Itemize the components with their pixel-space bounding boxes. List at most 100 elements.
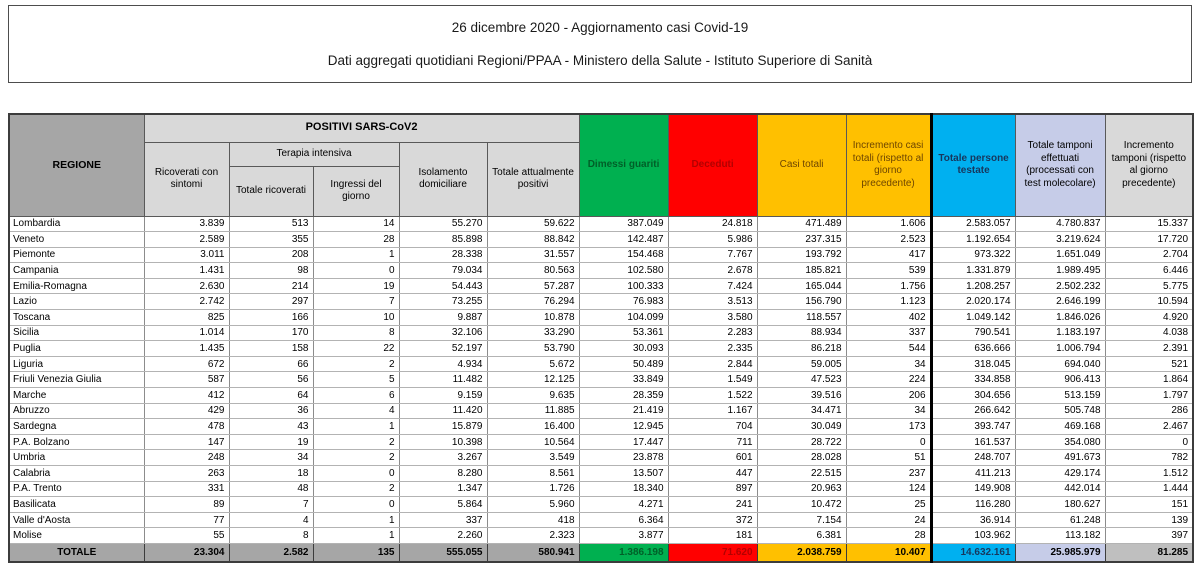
cell-deceduti: 24.818 bbox=[667, 215, 758, 233]
cell-isolamento_domiciliare: 28.338 bbox=[398, 246, 488, 264]
cell-dimessi_guariti: 12.945 bbox=[578, 418, 669, 435]
cell-totale_attualmente_positivi: 418 bbox=[486, 511, 580, 529]
cell-terapia_totale_ricoverati: 214 bbox=[228, 277, 314, 295]
cell-totale_attualmente_positivi: 9.635 bbox=[486, 387, 580, 404]
cell-terapia_ingressi_giorno: 7 bbox=[312, 293, 400, 311]
cell-regione: Campania bbox=[8, 262, 145, 279]
cell-casi_totali: 28.028 bbox=[756, 449, 847, 466]
cell-terapia_ingressi_giorno: 8 bbox=[312, 324, 400, 342]
cell-incremento_casi_totali: 539 bbox=[845, 262, 932, 279]
cell-dimessi_guariti: 76.983 bbox=[578, 293, 669, 311]
cell-deceduti: 5.986 bbox=[667, 231, 758, 248]
total-dimessi_guariti: 1.386.198 bbox=[578, 542, 669, 563]
cell-deceduti: 2.283 bbox=[667, 324, 758, 342]
cell-totale_tamponi: 113.182 bbox=[1014, 527, 1106, 544]
cell-incremento_casi_totali: 28 bbox=[845, 527, 932, 544]
cell-ricoverati_con_sintomi: 3.011 bbox=[143, 246, 230, 264]
cell-deceduti: 3.513 bbox=[667, 293, 758, 311]
cell-regione: Lazio bbox=[8, 293, 145, 311]
cell-terapia_totale_ricoverati: 208 bbox=[228, 246, 314, 264]
cell-casi_totali: 47.523 bbox=[756, 371, 847, 389]
cell-regione: Umbria bbox=[8, 449, 145, 466]
cell-isolamento_domiciliare: 9.887 bbox=[398, 309, 488, 326]
cell-totale_tamponi: 354.080 bbox=[1014, 433, 1106, 451]
cell-totale_attualmente_positivi: 88.842 bbox=[486, 231, 580, 248]
cell-incremento_tamponi: 1.797 bbox=[1104, 387, 1194, 404]
cell-totale_tamponi: 469.168 bbox=[1014, 418, 1106, 435]
table-footer: TOTALE 23.304 2.582 135 555.055 580.941 1.386.… bbox=[8, 542, 1194, 563]
cell-totale_attualmente_positivi: 1.726 bbox=[486, 480, 580, 498]
cell-terapia_totale_ricoverati: 166 bbox=[228, 309, 314, 326]
cell-totale_persone_testate: 393.747 bbox=[929, 418, 1016, 435]
cell-casi_totali: 20.963 bbox=[756, 480, 847, 498]
cell-totale_tamponi: 906.413 bbox=[1014, 371, 1106, 389]
cell-terapia_totale_ricoverati: 8 bbox=[228, 527, 314, 544]
cell-terapia_totale_ricoverati: 19 bbox=[228, 433, 314, 451]
cell-dimessi_guariti: 53.361 bbox=[578, 324, 669, 342]
table-header: REGIONE POSITIVI SARS-CoV2 Dimessi guari… bbox=[8, 113, 1194, 217]
cell-ricoverati_con_sintomi: 77 bbox=[143, 511, 230, 529]
cell-incremento_casi_totali: 24 bbox=[845, 511, 932, 529]
cell-casi_totali: 34.471 bbox=[756, 402, 847, 420]
cell-totale_attualmente_positivi: 76.294 bbox=[486, 293, 580, 311]
cell-ricoverati_con_sintomi: 1.431 bbox=[143, 262, 230, 279]
cell-isolamento_domiciliare: 15.879 bbox=[398, 418, 488, 435]
cell-incremento_tamponi: 1.444 bbox=[1104, 480, 1194, 498]
col-header-incremento-casi: Incremento casi totali (rispetto al gior… bbox=[845, 113, 932, 217]
cell-incremento_tamponi: 521 bbox=[1104, 355, 1194, 373]
cell-incremento_casi_totali: 124 bbox=[845, 480, 932, 498]
cell-deceduti: 711 bbox=[667, 433, 758, 451]
cell-casi_totali: 7.154 bbox=[756, 511, 847, 529]
cell-deceduti: 2.678 bbox=[667, 262, 758, 279]
total-casi_totali: 2.038.759 bbox=[756, 542, 847, 563]
cell-isolamento_domiciliare: 32.106 bbox=[398, 324, 488, 342]
cell-totale_persone_testate: 973.322 bbox=[929, 246, 1016, 264]
cell-totale_persone_testate: 266.642 bbox=[929, 402, 1016, 420]
col-header-deceduti: Deceduti bbox=[667, 113, 758, 217]
col-header-totale-positivi: Totale attualmente positivi bbox=[486, 141, 580, 217]
cell-deceduti: 3.580 bbox=[667, 309, 758, 326]
cell-regione: Toscana bbox=[8, 309, 145, 326]
cell-ricoverati_con_sintomi: 825 bbox=[143, 309, 230, 326]
cell-totale_persone_testate: 411.213 bbox=[929, 465, 1016, 482]
cell-isolamento_domiciliare: 55.270 bbox=[398, 215, 488, 233]
cell-ricoverati_con_sintomi: 1.435 bbox=[143, 340, 230, 357]
cell-totale_persone_testate: 161.537 bbox=[929, 433, 1016, 451]
cell-ricoverati_con_sintomi: 412 bbox=[143, 387, 230, 404]
cell-terapia_ingressi_giorno: 1 bbox=[312, 511, 400, 529]
cell-incremento_casi_totali: 1.756 bbox=[845, 277, 932, 295]
cell-incremento_casi_totali: 1.606 bbox=[845, 215, 932, 233]
cell-totale_tamponi: 442.014 bbox=[1014, 480, 1106, 498]
cell-incremento_casi_totali: 224 bbox=[845, 371, 932, 389]
cell-incremento_casi_totali: 337 bbox=[845, 324, 932, 342]
table-row: Valle d'Aosta 77 4 1 337 418 6.364 372 7.154 24 36… bbox=[8, 511, 1194, 529]
cell-deceduti: 1.522 bbox=[667, 387, 758, 404]
cell-terapia_totale_ricoverati: 66 bbox=[228, 355, 314, 373]
cell-casi_totali: 237.315 bbox=[756, 231, 847, 248]
cell-deceduti: 2.335 bbox=[667, 340, 758, 357]
total-terapia_ingressi_giorno: 135 bbox=[312, 542, 400, 563]
cell-isolamento_domiciliare: 52.197 bbox=[398, 340, 488, 357]
cell-dimessi_guariti: 30.093 bbox=[578, 340, 669, 357]
col-header-ricoverati-sintomi: Ricoverati con sintomi bbox=[143, 141, 230, 217]
table-row: P.A. Trento 331 48 2 1.347 1.726 18.340 897 20.9… bbox=[8, 480, 1194, 498]
cell-regione: Calabria bbox=[8, 465, 145, 482]
cell-casi_totali: 59.005 bbox=[756, 355, 847, 373]
cell-regione: Molise bbox=[8, 527, 145, 544]
cell-terapia_ingressi_giorno: 5 bbox=[312, 371, 400, 389]
cell-deceduti: 372 bbox=[667, 511, 758, 529]
cell-ricoverati_con_sintomi: 263 bbox=[143, 465, 230, 482]
table-row: Abruzzo 429 36 4 11.420 11.885 21.419 1.167 34.4… bbox=[8, 402, 1194, 420]
cell-totale_persone_testate: 2.020.174 bbox=[929, 293, 1016, 311]
cell-terapia_totale_ricoverati: 7 bbox=[228, 496, 314, 513]
cell-ricoverati_con_sintomi: 89 bbox=[143, 496, 230, 513]
cell-terapia_totale_ricoverati: 513 bbox=[228, 215, 314, 233]
cell-totale_tamponi: 1.183.197 bbox=[1014, 324, 1106, 342]
cell-totale_attualmente_positivi: 16.400 bbox=[486, 418, 580, 435]
cell-totale_attualmente_positivi: 59.622 bbox=[486, 215, 580, 233]
cell-terapia_ingressi_giorno: 1 bbox=[312, 246, 400, 264]
cell-totale_attualmente_positivi: 53.790 bbox=[486, 340, 580, 357]
cell-dimessi_guariti: 33.849 bbox=[578, 371, 669, 389]
total-totale_tamponi: 25.985.979 bbox=[1014, 542, 1106, 563]
cell-totale_persone_testate: 2.583.057 bbox=[929, 215, 1016, 233]
